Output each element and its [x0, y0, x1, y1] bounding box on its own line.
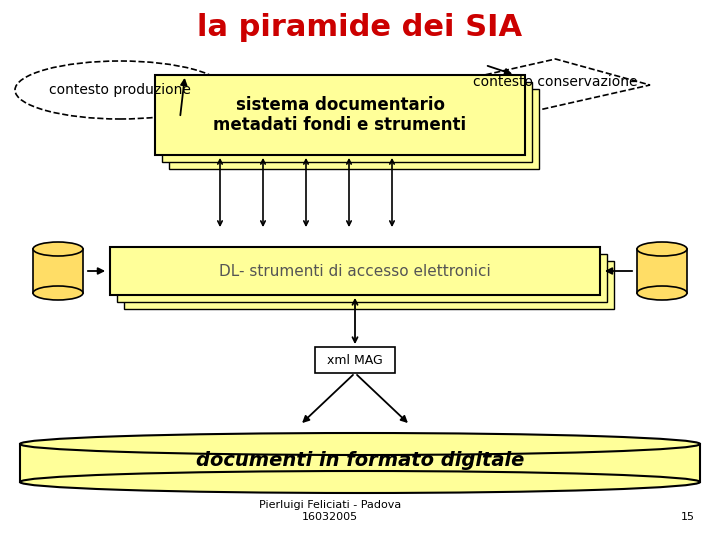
- Text: la piramide dei SIA: la piramide dei SIA: [197, 14, 523, 43]
- Text: sistema documentario
metadati fondi e strumenti: sistema documentario metadati fondi e st…: [213, 96, 467, 134]
- Text: 16032005: 16032005: [302, 512, 358, 522]
- Bar: [110, 247, 600, 295]
- Text: DL- strumenti di accesso elettronici: DL- strumenti di accesso elettronici: [219, 264, 491, 279]
- Bar: [155, 75, 525, 155]
- Bar: [169, 89, 539, 169]
- Bar: [315, 347, 395, 373]
- Text: xml MAG: xml MAG: [327, 354, 383, 367]
- Text: documenti in formato digitale: documenti in formato digitale: [196, 450, 524, 469]
- Ellipse shape: [637, 286, 687, 300]
- Text: contesto produzione: contesto produzione: [49, 83, 191, 97]
- Bar: [33, 249, 83, 293]
- Bar: [20, 444, 700, 482]
- Ellipse shape: [637, 242, 687, 256]
- Bar: [124, 261, 614, 309]
- Text: contesto conservazione: contesto conservazione: [473, 75, 637, 89]
- Ellipse shape: [33, 286, 83, 300]
- Bar: [162, 82, 532, 162]
- Ellipse shape: [20, 471, 700, 493]
- Bar: [117, 254, 607, 302]
- Bar: [637, 249, 687, 293]
- Ellipse shape: [33, 242, 83, 256]
- Text: Pierluigi Feliciati - Padova: Pierluigi Feliciati - Padova: [259, 500, 401, 510]
- Ellipse shape: [20, 433, 700, 455]
- Text: 15: 15: [681, 512, 695, 522]
